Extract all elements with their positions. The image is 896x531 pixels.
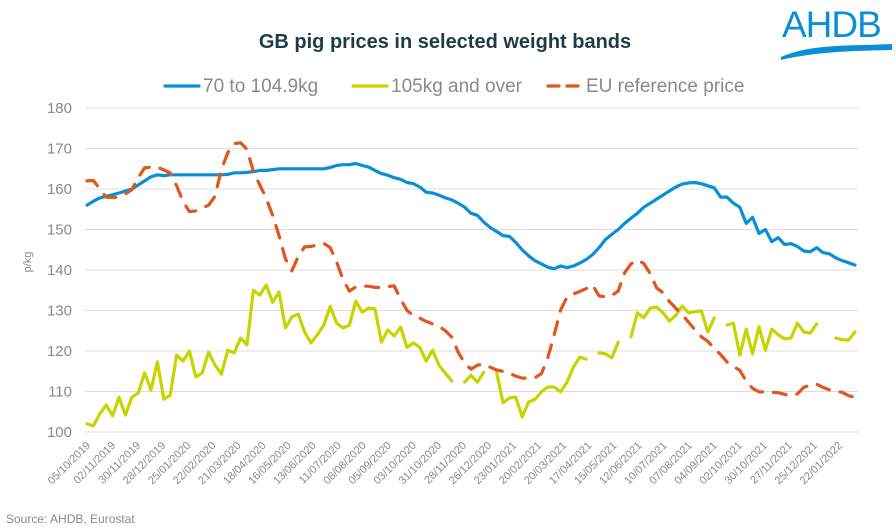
y-tick-label: 110	[48, 384, 72, 401]
y-axis-ticks: 100 110 120 130 140 150 160 170 180	[47, 100, 72, 441]
logo-text: AHDB	[782, 4, 881, 45]
gridlines	[85, 107, 858, 433]
y-tick-label: 120	[47, 343, 72, 360]
series-line-eu-reference-price	[85, 141, 857, 400]
legend-item: 70 to 104.9kg	[163, 76, 318, 97]
legend-label: EU reference price	[586, 76, 744, 97]
y-tick-label: 170	[47, 141, 72, 158]
legend-label: 105kg and over	[391, 76, 523, 97]
y-tick-label: 160	[47, 181, 72, 198]
x-axis-ticks: 05/10/201902/11/201930/11/201928/12/2019…	[46, 440, 845, 487]
y-tick-label: 180	[47, 100, 72, 117]
y-tick-label: 100	[47, 424, 72, 441]
y-axis-label: p/kg	[22, 252, 34, 273]
ahdb-logo: AHDB	[781, 4, 892, 60]
legend-item: EU reference price	[546, 76, 744, 97]
series-lines	[85, 141, 857, 428]
legend-item: 105kg and over	[351, 76, 523, 97]
legend: 70 to 104.9kg 105kg and over EU reference …	[163, 76, 744, 97]
series-line-105kg-and-over	[85, 283, 857, 428]
chart-title: GB pig prices in selected weight bands	[259, 31, 631, 53]
y-tick-label: 150	[47, 222, 72, 239]
source-note: Source: AHDB, Eurostat	[6, 512, 135, 526]
logo-wave-icon	[781, 44, 892, 60]
y-tick-label: 130	[47, 303, 72, 320]
y-tick-label: 140	[47, 262, 72, 279]
series-line-70-to-104-9kg	[85, 161, 857, 271]
legend-label: 70 to 104.9kg	[203, 76, 318, 97]
